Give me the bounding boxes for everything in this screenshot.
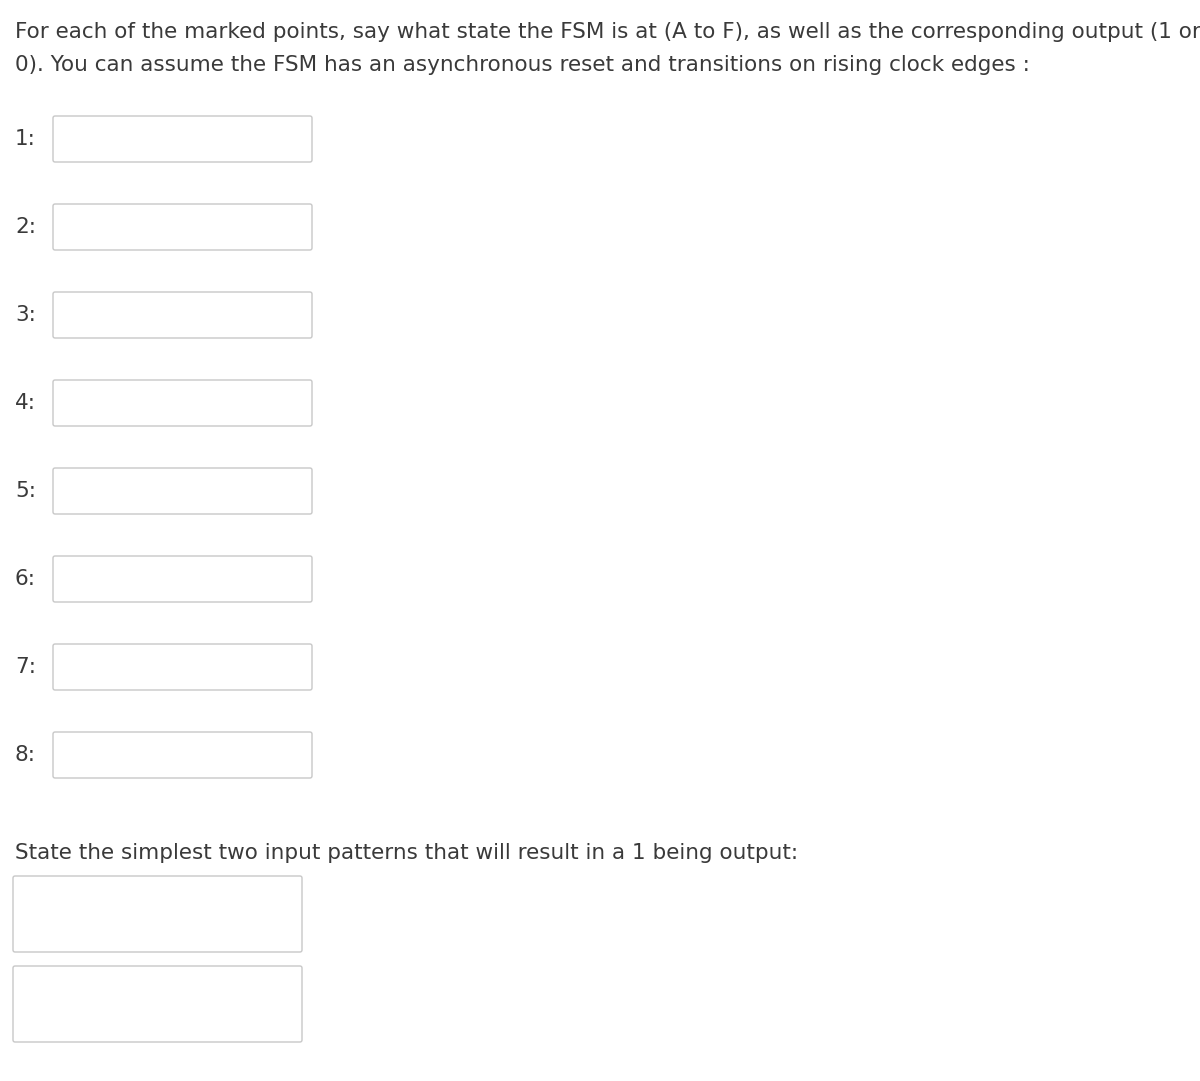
Text: 2:: 2: <box>14 217 36 237</box>
FancyBboxPatch shape <box>53 292 312 338</box>
FancyBboxPatch shape <box>53 556 312 602</box>
Text: State the simplest two input patterns that will result in a 1 being output:: State the simplest two input patterns th… <box>14 843 798 863</box>
Text: 3:: 3: <box>14 305 36 325</box>
Text: 6:: 6: <box>14 569 36 589</box>
FancyBboxPatch shape <box>53 381 312 426</box>
Text: 4:: 4: <box>14 393 36 413</box>
Text: 1:: 1: <box>14 129 36 149</box>
FancyBboxPatch shape <box>13 966 302 1042</box>
Text: 8:: 8: <box>14 745 36 765</box>
FancyBboxPatch shape <box>13 876 302 952</box>
Text: 7:: 7: <box>14 657 36 677</box>
FancyBboxPatch shape <box>53 468 312 513</box>
Text: For each of the marked points, say what state the FSM is at (A to F), as well as: For each of the marked points, say what … <box>14 22 1200 42</box>
FancyBboxPatch shape <box>53 204 312 250</box>
FancyBboxPatch shape <box>53 644 312 690</box>
FancyBboxPatch shape <box>53 732 312 778</box>
FancyBboxPatch shape <box>53 116 312 162</box>
Text: 0). You can assume the FSM has an asynchronous reset and transitions on rising c: 0). You can assume the FSM has an asynch… <box>14 55 1030 75</box>
Text: 5:: 5: <box>14 481 36 501</box>
